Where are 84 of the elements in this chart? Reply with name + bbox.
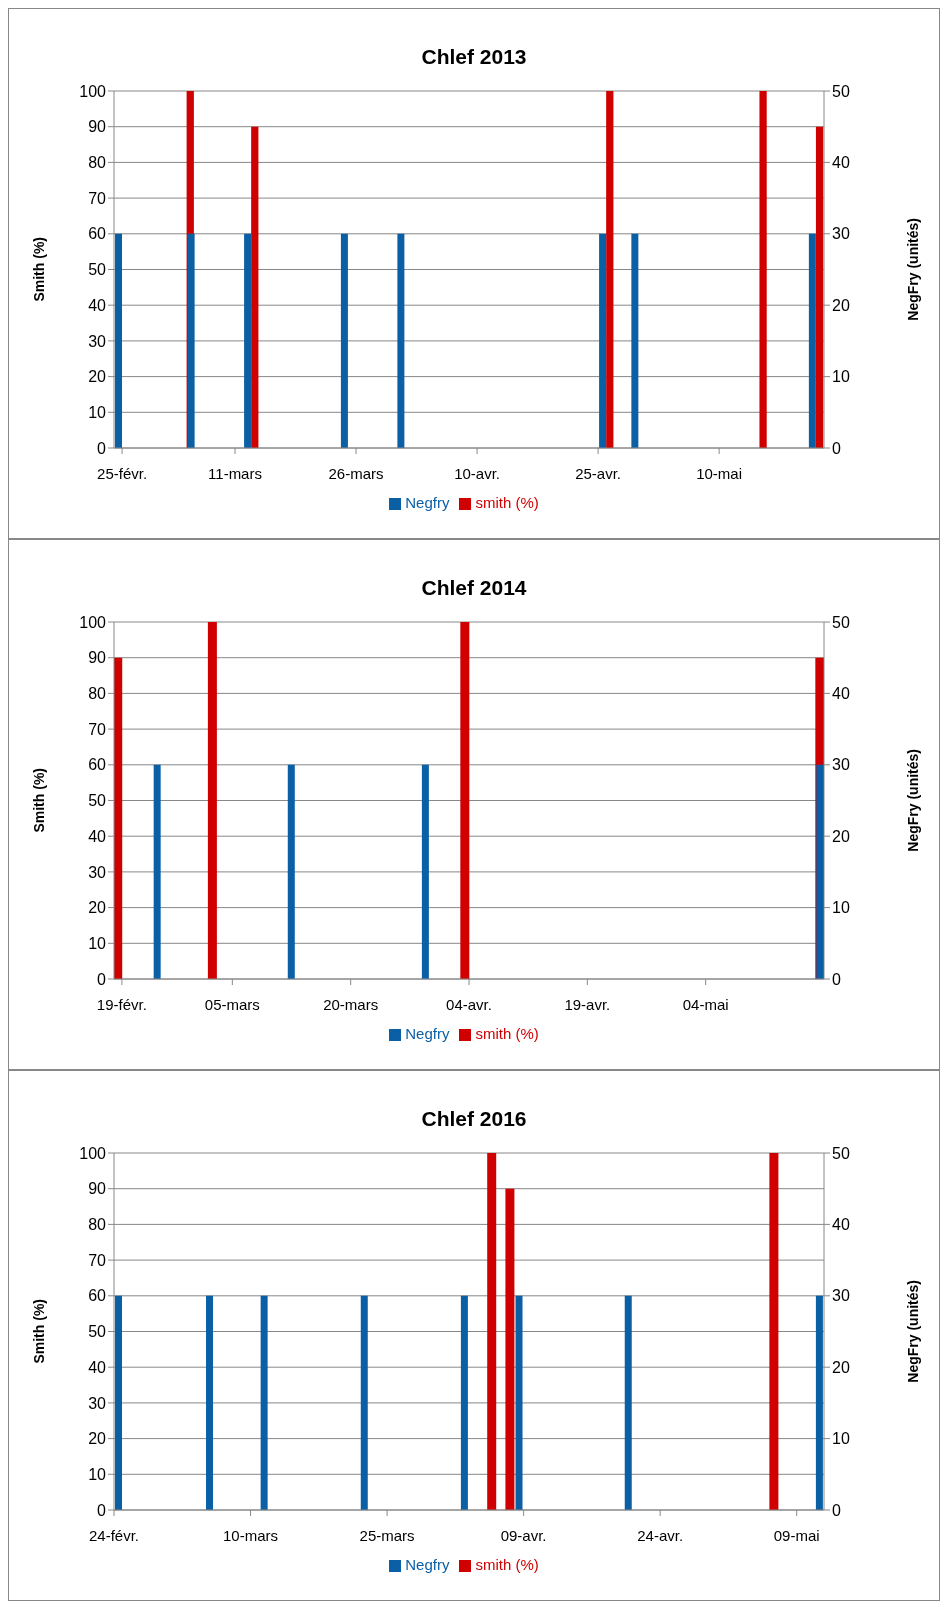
y2-tick-label: 40 xyxy=(832,1216,850,1234)
y2-tick-label: 10 xyxy=(832,1430,850,1448)
y-tick-label: 70 xyxy=(88,189,107,207)
x-tick-label: 09-avr. xyxy=(500,1526,547,1544)
y-tick-label: 80 xyxy=(88,154,107,172)
legend-label: Negfry xyxy=(405,1025,450,1042)
x-tick-label: 25-févr. xyxy=(97,464,148,482)
y-tick-label: 100 xyxy=(79,82,107,100)
y-tick-label: 20 xyxy=(88,1430,107,1448)
y2-tick-label: 10 xyxy=(832,899,850,917)
y2-tick-label: 0 xyxy=(832,439,841,457)
y-axis-title: Smith (%) xyxy=(31,767,47,833)
y-tick-label: 90 xyxy=(88,118,107,136)
y-tick-label: 40 xyxy=(88,827,107,845)
y2-tick-label: 50 xyxy=(832,613,850,631)
x-tick-label: 25-mars xyxy=(359,1526,415,1544)
y-tick-label: 10 xyxy=(88,403,107,421)
y-tick-label: 70 xyxy=(88,720,107,738)
y-tick-label: 90 xyxy=(88,649,107,667)
y-tick-label: 100 xyxy=(79,613,107,631)
y-axis-title: Smith (%) xyxy=(31,236,47,302)
x-tick-label: 10-mai xyxy=(696,464,743,482)
y-tick-label: 70 xyxy=(88,1251,107,1269)
y-tick-label: 60 xyxy=(88,225,107,243)
x-tick-label: 10-mars xyxy=(223,1526,279,1544)
x-tick-label: 10-avr. xyxy=(454,464,500,482)
y-tick-label: 30 xyxy=(88,863,107,881)
y-tick-label: 10 xyxy=(88,934,107,952)
y2-axis-title: NegFry (unités) xyxy=(905,1279,921,1383)
legend-label: Negfry xyxy=(405,494,450,511)
chart-title: Chlef 2016 xyxy=(420,1106,528,1132)
y2-tick-label: 20 xyxy=(832,827,850,845)
y2-tick-label: 50 xyxy=(832,1144,850,1162)
y-tick-label: 20 xyxy=(88,899,107,917)
x-tick-label: 04-mai xyxy=(682,995,729,1013)
y-tick-label: 10 xyxy=(88,1465,107,1483)
y2-tick-label: 0 xyxy=(832,970,841,988)
y-tick-label: 100 xyxy=(79,1144,107,1162)
legend-label: smith (%) xyxy=(475,494,539,511)
x-tick-label: 05-mars xyxy=(204,995,260,1013)
y2-tick-label: 40 xyxy=(832,685,850,703)
y-tick-label: 50 xyxy=(88,792,107,810)
y2-tick-label: 10 xyxy=(832,368,850,386)
y2-tick-label: 30 xyxy=(832,225,850,243)
y-tick-label: 80 xyxy=(88,685,107,703)
y2-tick-label: 20 xyxy=(832,296,850,314)
y-tick-label: 40 xyxy=(88,1358,107,1376)
y2-tick-label: 30 xyxy=(832,756,850,774)
y2-tick-label: 40 xyxy=(832,154,850,172)
x-tick-label: 24-avr. xyxy=(637,1526,684,1544)
y-tick-label: 0 xyxy=(97,439,107,457)
y-tick-label: 60 xyxy=(88,1287,107,1305)
legend-label: smith (%) xyxy=(475,1025,539,1042)
y-tick-label: 0 xyxy=(97,1501,107,1519)
y-tick-label: 20 xyxy=(88,368,107,386)
x-tick-label: 19-févr. xyxy=(96,995,147,1013)
y2-tick-label: 30 xyxy=(832,1287,850,1305)
x-tick-label: 19-avr. xyxy=(564,995,611,1013)
y2-tick-label: 50 xyxy=(832,82,850,100)
y-tick-label: 60 xyxy=(88,756,107,774)
x-tick-label: 26-mars xyxy=(328,464,384,482)
y2-tick-label: 20 xyxy=(832,1358,850,1376)
legend-label: Negfry xyxy=(405,1556,450,1573)
y-tick-label: 30 xyxy=(88,332,107,350)
y-tick-label: 50 xyxy=(88,1323,107,1341)
x-tick-label: 04-avr. xyxy=(446,995,492,1013)
chart-title: Chlef 2013 xyxy=(420,44,528,70)
y2-axis-title: NegFry (unités) xyxy=(905,217,921,321)
x-tick-label: 11-mars xyxy=(208,464,262,482)
x-tick-label: 25-avr. xyxy=(575,464,622,482)
x-tick-label: 20-mars xyxy=(323,995,379,1013)
x-tick-label: 24-févr. xyxy=(88,1526,140,1544)
legend-label: smith (%) xyxy=(475,1556,539,1573)
y-tick-label: 0 xyxy=(97,970,107,988)
chart-title: Chlef 2014 xyxy=(420,575,528,601)
y-tick-label: 40 xyxy=(88,296,107,314)
y-tick-label: 30 xyxy=(88,1394,107,1412)
y2-tick-label: 0 xyxy=(832,1501,841,1519)
y-axis-title: Smith (%) xyxy=(31,1298,47,1364)
y2-axis-title: NegFry (unités) xyxy=(905,748,921,852)
y-tick-label: 50 xyxy=(88,261,107,279)
y-tick-label: 90 xyxy=(88,1180,107,1198)
y-tick-label: 80 xyxy=(88,1216,107,1234)
x-tick-label: 09-mai xyxy=(773,1526,820,1544)
